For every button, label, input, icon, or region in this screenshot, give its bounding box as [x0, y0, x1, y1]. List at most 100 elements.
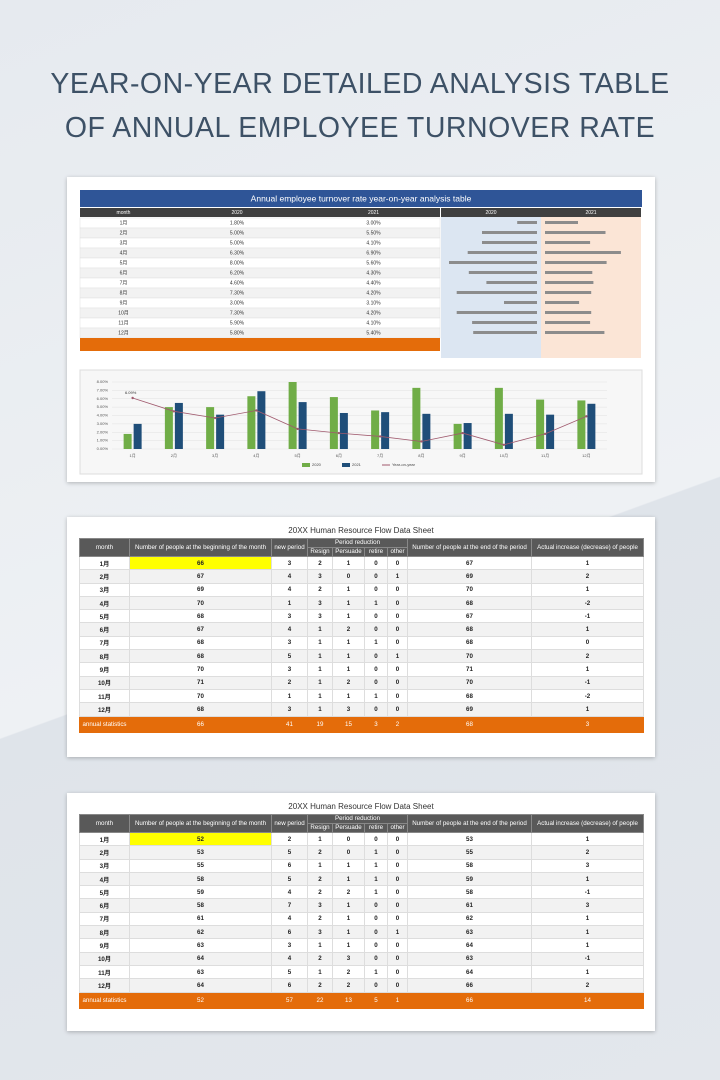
rate-cell: 6.20% — [230, 270, 245, 276]
row-bg — [79, 267, 441, 279]
cell: 4 — [271, 951, 308, 966]
x-tick-label: 2月 — [171, 453, 177, 458]
rate-cell: 5.60% — [366, 260, 381, 266]
cell: 7 — [271, 898, 308, 913]
cell: 71 — [407, 662, 532, 677]
rate-cell: 5.50% — [366, 230, 381, 236]
cell: -1 — [531, 675, 644, 690]
bar — [463, 423, 472, 449]
bar — [587, 403, 596, 449]
rate-cell: 5.80% — [230, 330, 245, 336]
cell: 0 — [531, 635, 644, 651]
cell: 70 — [129, 688, 272, 704]
cell: 11月 — [79, 688, 130, 704]
cell: annual statistics — [79, 991, 130, 1009]
cell: 9月 — [79, 938, 130, 953]
sheet-title: Annual employee turnover rate year-on-ye… — [251, 193, 472, 203]
cell: 1 — [364, 635, 388, 651]
header-cell: month — [79, 814, 130, 833]
cell: 64 — [407, 964, 532, 980]
rate-cell: 6.90% — [366, 250, 381, 256]
cell: 0 — [387, 582, 408, 597]
cell: 0 — [387, 635, 408, 651]
cell: 0 — [364, 831, 388, 847]
bar — [494, 387, 503, 449]
cell: 53 — [129, 845, 272, 860]
bar — [545, 311, 592, 314]
cell: 4 — [271, 911, 308, 927]
cell: 68 — [407, 622, 532, 637]
data-row: 1月 52 2 1 0 0 0 53 1 — [79, 831, 644, 847]
bar — [486, 281, 537, 284]
cell: 2 — [271, 675, 308, 690]
cell: 70 — [407, 675, 532, 690]
header-cell: Period reduction — [307, 814, 408, 824]
cell: 68 — [129, 649, 272, 664]
cell: 6月 — [79, 898, 130, 913]
cell: 2 — [531, 649, 644, 664]
bar — [545, 301, 580, 304]
cell: 68 — [407, 595, 532, 611]
cell: 0 — [387, 675, 408, 690]
cell: 2 — [332, 978, 365, 993]
cell: 4月 — [79, 595, 130, 611]
y-tick-label: 1.00% — [97, 438, 109, 443]
rate-cell: 5.90% — [230, 320, 245, 326]
cell: 14 — [531, 991, 644, 1009]
cell: -1 — [531, 609, 644, 624]
cell: 1 — [307, 858, 333, 873]
cell: 0 — [387, 964, 408, 980]
cell: 61 — [407, 898, 532, 913]
cell: 67 — [129, 622, 272, 637]
cell: 69 — [407, 569, 532, 584]
cell: 68 — [129, 702, 272, 717]
data-row: 12月 64 6 2 2 0 0 66 2 — [79, 978, 644, 993]
row-bg — [79, 217, 441, 229]
cell: 1 — [332, 898, 365, 913]
rate-cell: 3.00% — [230, 300, 245, 306]
y-tick-label: 0.00% — [97, 446, 109, 451]
bar — [206, 407, 215, 449]
bar — [545, 231, 606, 234]
header-row: Resign Persuade retire other — [80, 823, 644, 833]
data-row: 3月 55 6 1 1 1 0 58 3 — [79, 858, 644, 873]
data-table: month Number of people at the beginning o… — [79, 538, 644, 733]
cell: 3 — [531, 858, 644, 873]
x-tick-label: 4月 — [253, 453, 259, 458]
cell: 0 — [387, 662, 408, 677]
cell: 3 — [531, 898, 644, 913]
cell: 6 — [271, 925, 308, 940]
cell: 64 — [407, 938, 532, 953]
bar — [545, 331, 605, 334]
bar — [504, 413, 513, 449]
point — [213, 416, 217, 420]
cell: 3 — [307, 569, 333, 584]
cell: 4 — [271, 622, 308, 637]
cell: 69 — [407, 702, 532, 717]
cell: 11月 — [79, 964, 130, 980]
cell: 0 — [364, 898, 388, 913]
header-cell: Number of people at the end of the perio… — [407, 814, 532, 833]
cell: 1 — [307, 964, 333, 980]
cell: 1 — [531, 702, 644, 717]
cell: 2 — [531, 569, 644, 584]
header-cell: Resign — [307, 823, 333, 833]
cell: 0 — [364, 609, 388, 624]
month-cell: 3月 — [120, 240, 128, 246]
cell: 1 — [531, 582, 644, 597]
cell: 3 — [271, 702, 308, 717]
cell: 1 — [307, 649, 333, 664]
month-cell: 9月 — [120, 300, 128, 306]
cell: 8月 — [79, 925, 130, 940]
cell: 4 — [271, 885, 308, 900]
header-cell: retire — [364, 547, 388, 557]
cell: 3 — [271, 662, 308, 677]
cell: 1 — [364, 688, 388, 704]
rate-cell: 6.30% — [230, 250, 245, 256]
y-tick-label: 6.00% — [97, 396, 109, 401]
rate-cell: 1.80% — [230, 220, 245, 226]
bar — [456, 311, 537, 314]
point — [585, 415, 588, 418]
cell: 0 — [387, 885, 408, 900]
